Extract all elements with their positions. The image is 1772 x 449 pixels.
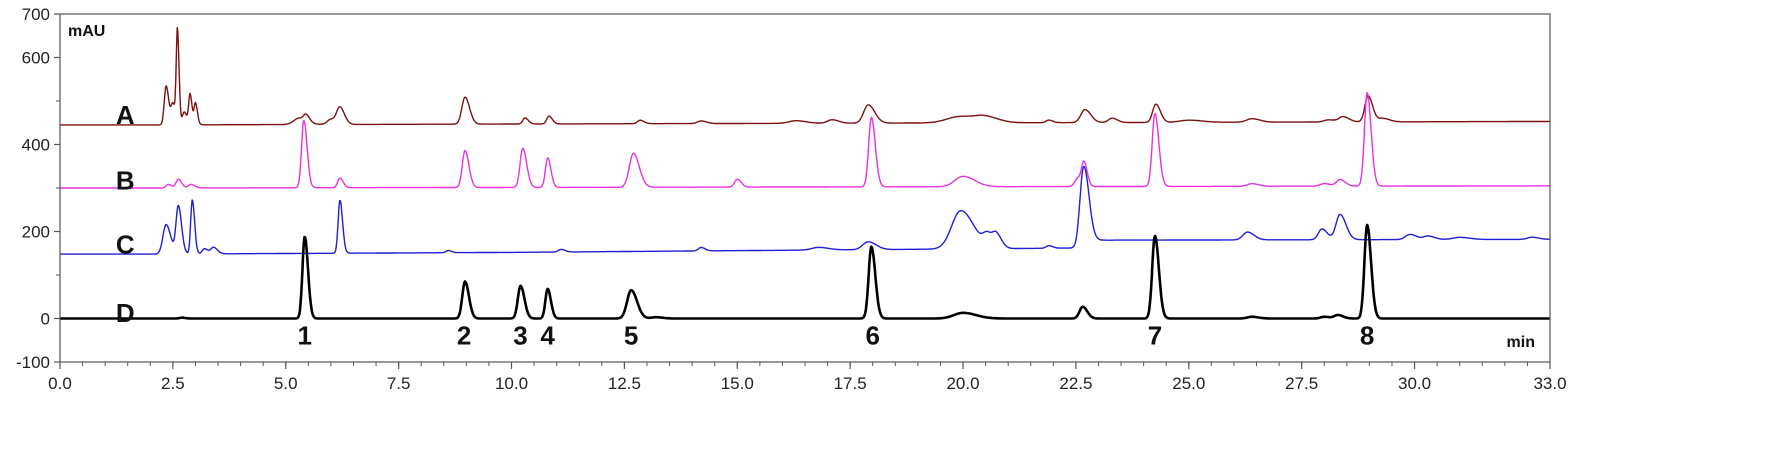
y-tick-label: 400	[22, 136, 50, 155]
x-tick-label: 25.0	[1172, 374, 1205, 393]
trace-label-group: A B C D	[116, 100, 135, 328]
x-tick-label: 15.0	[721, 374, 754, 393]
trace-C	[60, 165, 1550, 255]
trace-D	[59, 223, 1551, 320]
y-axis-unit-label: mAU	[68, 23, 105, 40]
peak-label-2: 2	[457, 321, 471, 351]
y-axis: -100 0 200 400 600 700	[16, 5, 60, 372]
peak-label-4: 4	[540, 321, 555, 351]
peak-label-5: 5	[624, 321, 638, 351]
x-tick-label: 20.0	[946, 374, 979, 393]
trace-group	[59, 27, 1551, 320]
peak-label-6: 6	[865, 321, 879, 351]
x-tick-label: 7.5	[387, 374, 411, 393]
x-tick-label: 30.0	[1398, 374, 1431, 393]
y-tick-label: 700	[22, 5, 50, 24]
x-axis: 0.0 2.5 5.0 7.5 10.0 12.5 15.0 17.5 20.0 22.5 25.0…	[48, 362, 1567, 393]
x-tick-label: 0.0	[48, 374, 72, 393]
peak-label-8: 8	[1360, 321, 1374, 351]
y-tick-label: 200	[22, 223, 50, 242]
peak-label-3: 3	[513, 321, 527, 351]
x-tick-label: 12.5	[608, 374, 641, 393]
x-tick-label: 22.5	[1059, 374, 1092, 393]
x-tick-label: 10.0	[495, 374, 528, 393]
y-tick-label: 600	[22, 49, 50, 68]
y-tick-label: 0	[41, 310, 50, 329]
x-axis-unit-label: min	[1507, 334, 1535, 351]
trace-label-A: A	[116, 100, 135, 130]
trace-label-B: B	[116, 165, 135, 195]
y-tick-label: -100	[16, 353, 50, 372]
x-tick-label: 2.5	[161, 374, 185, 393]
trace-label-D: D	[116, 298, 135, 328]
x-tick-label: 5.0	[274, 374, 298, 393]
trace-label-C: C	[116, 230, 135, 260]
x-tick-label: 33.0	[1533, 374, 1566, 393]
trace-A	[60, 27, 1550, 126]
peak-label-1: 1	[297, 321, 311, 351]
x-tick-label: 17.5	[834, 374, 867, 393]
trace-B	[60, 91, 1550, 189]
x-tick-label: 27.5	[1285, 374, 1318, 393]
peak-label-7: 7	[1148, 321, 1162, 351]
